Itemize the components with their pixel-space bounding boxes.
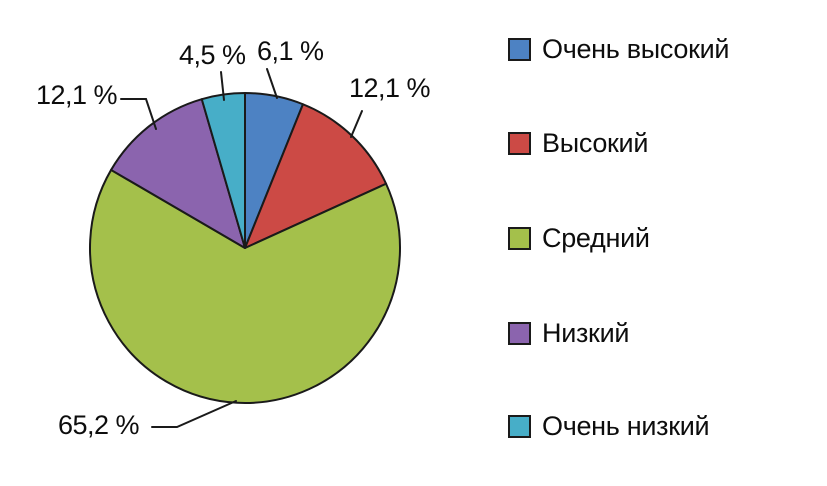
leader-lines-group	[120, 68, 363, 428]
leader-line-very-high	[266, 68, 278, 99]
legend-item-very-high: Очень высокий	[508, 34, 730, 64]
legend-item-high: Высокий	[508, 130, 648, 157]
legend-label-low: Низкий	[542, 318, 630, 348]
legend-swatch-very-low	[508, 415, 531, 438]
legend-label-high: Высокий	[542, 128, 649, 158]
slice-value-label-medium: 65,2 %	[58, 410, 140, 440]
slice-value-label-low: 12,1 %	[36, 80, 118, 110]
legend: Очень высокий Высокий Средний Низкий Оче…	[508, 0, 818, 486]
legend-swatch-very-high	[508, 38, 531, 61]
pie-slices-group	[89, 92, 401, 404]
pie-slice-low	[110, 98, 246, 249]
legend-label-very-high: Очень высокий	[542, 34, 730, 64]
legend-item-low: Низкий	[508, 320, 629, 347]
legend-item-very-low: Очень низкий	[508, 411, 710, 441]
legend-swatch-low	[508, 322, 531, 345]
legend-label-very-low: Очень низкий	[542, 411, 710, 441]
pie-slice-medium	[89, 168, 401, 404]
slice-value-label-very-low: 4,5 %	[179, 40, 246, 70]
slice-value-label-very-high: 6,1 %	[257, 36, 324, 66]
leader-line-very-low	[220, 71, 225, 101]
leader-line-low	[120, 98, 157, 130]
leader-line-high	[350, 110, 363, 138]
legend-label-medium: Средний	[542, 223, 650, 253]
slice-value-label-high: 12,1 %	[349, 73, 431, 103]
legend-swatch-medium	[508, 227, 531, 250]
legend-item-medium: Средний	[508, 225, 650, 252]
leader-line-medium	[151, 400, 237, 428]
legend-swatch-high	[508, 132, 531, 155]
